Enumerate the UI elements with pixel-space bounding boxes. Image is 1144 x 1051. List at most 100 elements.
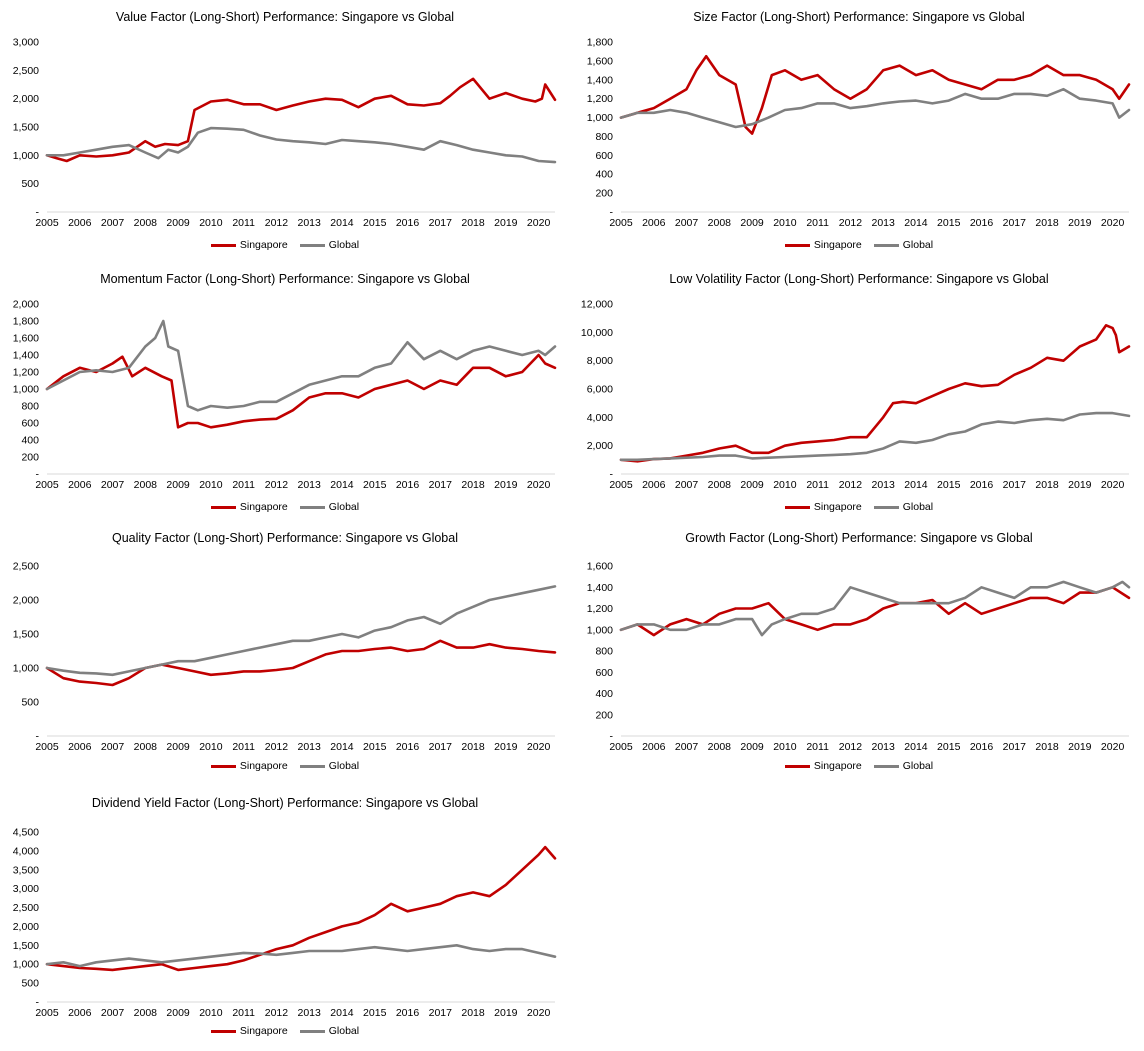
legend-swatch-global: [299, 505, 325, 509]
y-tick-label: 6,000: [587, 384, 613, 396]
y-tick-label: 600: [21, 418, 39, 430]
chart-panel-dividend: Dividend Yield Factor (Long-Short) Perfo…: [0, 790, 570, 1051]
x-tick-label: 2007: [675, 479, 699, 491]
x-tick-label: 2007: [101, 741, 125, 753]
chart-title: Low Volatility Factor (Long-Short) Perfo…: [669, 272, 1049, 286]
y-tick-label: 4,000: [587, 412, 613, 424]
x-tick-label: 2013: [298, 217, 322, 229]
x-tick-label: 2019: [494, 217, 518, 229]
x-tick-label: 2016: [970, 479, 994, 491]
x-tick-label: 2020: [1101, 741, 1125, 753]
y-tick-label: 1,500: [13, 940, 39, 952]
chart-panel-quality: Quality Factor (Long-Short) Performance:…: [0, 524, 570, 786]
x-tick-label: 2005: [609, 741, 633, 753]
series-line-global: [45, 944, 557, 968]
x-tick-label: 2014: [904, 217, 928, 229]
chart-panel-value: Value Factor (Long-Short) Performance: S…: [0, 0, 570, 262]
y-tick-label: 10,000: [581, 327, 613, 339]
legend-swatch-global: [873, 505, 899, 509]
legend-label-singapore: Singapore: [813, 760, 862, 772]
legend-swatch-singapore: [210, 764, 236, 768]
y-tick-label: 1,600: [587, 561, 613, 573]
y-tick-label: 1,400: [13, 350, 39, 362]
x-tick-label: 2012: [265, 1007, 289, 1019]
x-tick-label: 2008: [708, 741, 732, 753]
chart-panel-lowvol: Low Volatility Factor (Long-Short) Perfo…: [574, 262, 1144, 524]
x-tick-label: 2013: [872, 217, 896, 229]
legend-item-singapore: Singapore: [210, 1025, 288, 1037]
x-tick-label: 2009: [166, 1007, 190, 1019]
x-tick-label: 2020: [1101, 479, 1125, 491]
x-tick-label: 2015: [937, 217, 961, 229]
chart-legend: Singapore Global: [0, 239, 570, 251]
x-tick-label: 2019: [1068, 741, 1092, 753]
x-tick-label: 2005: [35, 741, 59, 753]
y-tick-label: -: [610, 469, 614, 481]
chart-plot: - 500 1,000 1,500 2,000 2,500 3,000 3,500 4,000 4…: [13, 827, 557, 1019]
y-tick-label: 1,000: [13, 384, 39, 396]
x-tick-label: 2008: [134, 741, 158, 753]
x-tick-label: 2008: [708, 479, 732, 491]
x-tick-label: 2010: [199, 217, 223, 229]
y-tick-label: 2,000: [587, 440, 613, 452]
legend-item-global: Global: [299, 1025, 359, 1037]
y-tick-label: 1,000: [587, 112, 613, 124]
chart-plot: - 200 400 600 800 1,000 1,200 1,400 1,600 1,800 20…: [587, 37, 1131, 229]
legend-label-singapore: Singapore: [239, 1025, 288, 1037]
x-tick-label: 2019: [494, 741, 518, 753]
x-tick-label: 2016: [396, 217, 420, 229]
x-tick-label: 2013: [298, 1007, 322, 1019]
chart-legend: Singapore Global: [574, 760, 1144, 772]
x-tick-label: 2005: [609, 479, 633, 491]
y-tick-label: -: [36, 207, 40, 219]
series-line-global: [45, 585, 557, 677]
x-tick-label: 2013: [872, 479, 896, 491]
x-tick-label: 2020: [527, 217, 551, 229]
x-tick-label: 2020: [527, 479, 551, 491]
legend-item-singapore: Singapore: [784, 501, 862, 513]
x-tick-label: 2011: [232, 217, 255, 229]
x-tick-label: 2017: [429, 741, 453, 753]
chart-panel-momentum: Momentum Factor (Long-Short) Performance…: [0, 262, 570, 524]
x-tick-label: 2009: [740, 217, 764, 229]
x-tick-label: 2010: [199, 741, 223, 753]
x-tick-label: 2020: [1101, 217, 1125, 229]
chart-title: Value Factor (Long-Short) Performance: S…: [115, 10, 455, 24]
x-tick-label: 2011: [232, 1007, 255, 1019]
x-tick-label: 2006: [68, 741, 92, 753]
y-tick-label: 1,400: [587, 582, 613, 594]
y-tick-label: 1,200: [13, 367, 39, 379]
x-tick-label: 2017: [429, 1007, 453, 1019]
y-tick-label: 3,000: [13, 883, 39, 895]
y-tick-label: 1,000: [13, 150, 39, 162]
y-tick-label: 2,000: [13, 299, 39, 311]
chart-plot: - 500 1,000 1,500 2,000 2,500 3,000 2005 2006 200…: [13, 37, 557, 229]
legend-label-singapore: Singapore: [813, 501, 862, 513]
x-tick-label: 2013: [298, 741, 322, 753]
y-tick-label: 200: [595, 709, 613, 721]
y-tick-label: 600: [595, 667, 613, 679]
y-tick-label: 3,000: [13, 37, 39, 49]
x-tick-label: 2018: [461, 217, 485, 229]
chart-title: Dividend Yield Factor (Long-Short) Perfo…: [91, 796, 479, 810]
x-tick-label: 2015: [363, 479, 387, 491]
x-tick-label: 2011: [232, 479, 255, 491]
x-tick-label: 2006: [68, 1007, 92, 1019]
y-tick-label: 200: [595, 188, 613, 200]
legend-label-global: Global: [902, 501, 934, 513]
x-tick-label: 2005: [35, 479, 59, 491]
y-tick-label: 3,500: [13, 864, 39, 876]
x-tick-label: 2015: [937, 479, 961, 491]
series-line-singapore: [45, 845, 557, 972]
x-tick-label: 2009: [740, 479, 764, 491]
x-tick-label: 2005: [35, 1007, 59, 1019]
x-tick-label: 2017: [1003, 479, 1027, 491]
x-tick-label: 2011: [806, 741, 829, 753]
series-line-singapore: [45, 77, 557, 163]
x-tick-label: 2017: [429, 217, 453, 229]
y-tick-label: -: [610, 207, 614, 219]
x-tick-label: 2011: [232, 741, 255, 753]
x-tick-label: 2006: [642, 479, 666, 491]
y-tick-label: 8,000: [587, 355, 613, 367]
series-line-global: [619, 87, 1131, 129]
